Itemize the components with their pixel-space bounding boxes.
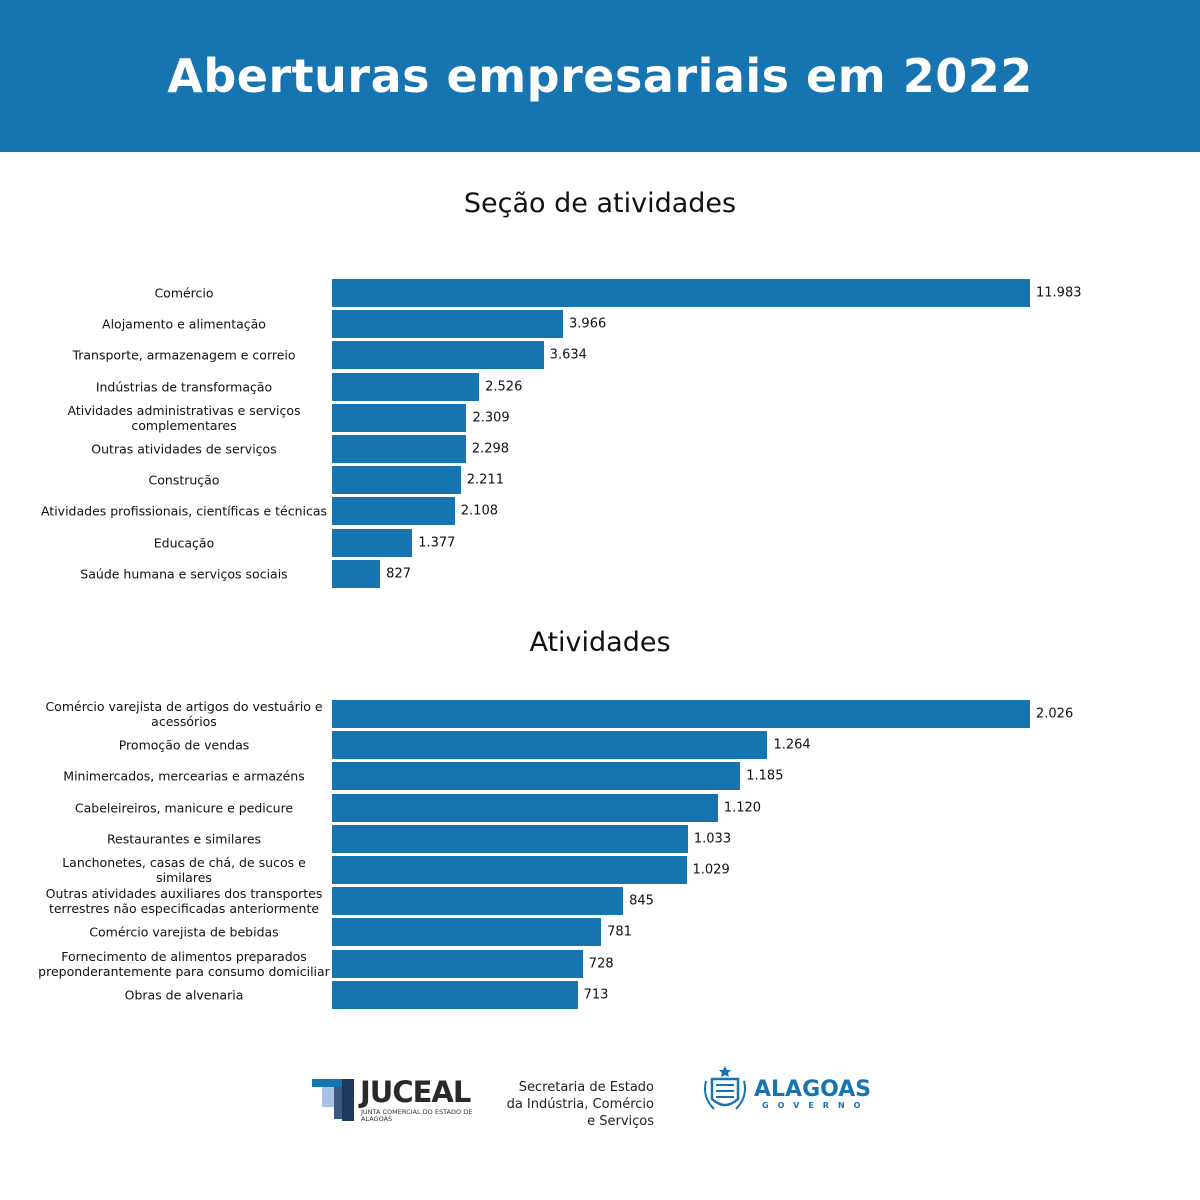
- bar-row: Outras atividades de serviços 2.298: [0, 435, 1200, 463]
- bar: [332, 762, 741, 791]
- header-banner: Aberturas empresariais em 2022: [0, 0, 1200, 152]
- footer-logos: JUCEAL JUNTA COMERCIAL DO ESTADO DE ALAG…: [0, 1065, 1200, 1135]
- alagoas-logo: ALAGOAS GOVERNO: [700, 1065, 880, 1125]
- category-label: Atividades profissionais, científicas e …: [40, 503, 328, 519]
- bar: [332, 918, 602, 947]
- category-label: Construção: [148, 472, 220, 488]
- value-label: 2.526: [485, 379, 523, 395]
- bar: [332, 341, 544, 370]
- value-label: 11.983: [1036, 285, 1082, 301]
- bar-row: Outras atividades auxiliares dos transpo…: [0, 886, 1200, 917]
- category-label: Fornecimento de alimentos preparados pre…: [38, 948, 330, 979]
- value-label: 2.211: [466, 472, 504, 488]
- value-label: 1.264: [773, 737, 811, 753]
- value-label: 845: [629, 893, 654, 909]
- bar: [332, 949, 583, 978]
- category-label: Comércio varejista de artigos do vestuár…: [45, 699, 323, 729]
- bar: [332, 528, 413, 557]
- bar: [332, 372, 480, 401]
- category-label: Obras de alvenaria: [124, 987, 244, 1003]
- value-label: 3.634: [549, 347, 587, 363]
- chart-title-secao: Seção de atividades: [463, 188, 737, 219]
- value-label: 827: [386, 566, 411, 582]
- bar: [332, 887, 624, 916]
- bar: [332, 700, 1030, 728]
- bar-row: Alojamento e alimentação 3.966: [0, 310, 1200, 339]
- bar-row: Atividades profissionais, científicas e …: [0, 497, 1200, 526]
- bar-row: Indústrias de transformação 2.526: [0, 372, 1200, 401]
- bar-row: Atividades administrativas e serviços co…: [0, 402, 1200, 433]
- bar-row: Fornecimento de alimentos preparados pre…: [0, 948, 1200, 979]
- bar-row: Comércio varejista de artigos do vestuár…: [0, 699, 1200, 729]
- bar: [332, 310, 564, 339]
- bar-row: Comércio varejista de bebidas 781: [0, 918, 1200, 947]
- value-label: 1.377: [418, 535, 456, 551]
- bar: [332, 403, 467, 432]
- category-label: Educação: [153, 535, 215, 551]
- bar: [332, 856, 687, 884]
- category-label: Cabeleireiros, manicure e pedicure: [74, 800, 294, 816]
- category-label: Restaurantes e similares: [106, 831, 262, 847]
- value-label: 728: [588, 956, 614, 972]
- bar-row: Obras de alvenaria 713: [0, 980, 1200, 1009]
- value-label: 2.026: [1036, 706, 1074, 722]
- category-label: Alojamento e alimentação: [102, 316, 266, 332]
- bar: [332, 980, 578, 1009]
- bar-row: Cabeleireiros, manicure e pedicure 1.120: [0, 793, 1200, 822]
- bar-row: Saúde humana e serviços sociais 827: [0, 559, 1200, 588]
- bar-row: Educação 1.377: [0, 528, 1200, 557]
- chart-title-atividades: Atividades: [529, 627, 671, 658]
- bar-row: Restaurantes e similares 1.033: [0, 824, 1200, 853]
- category-label: Transporte, armazenagem e correio: [72, 347, 296, 363]
- category-label: Promoção de vendas: [118, 737, 250, 753]
- bar: [332, 824, 688, 853]
- bar-row: Minimercados, mercearias e armazéns 1.185: [0, 762, 1200, 791]
- category-label: Outras atividades auxiliares dos transpo…: [45, 886, 323, 917]
- bar: [332, 435, 466, 463]
- value-label: 2.309: [472, 410, 510, 426]
- category-label: Comércio: [154, 285, 214, 301]
- value-label: 3.966: [569, 316, 607, 332]
- bar: [332, 279, 1030, 307]
- secretaria-text: Secretaria de Estado da Indústria, Comér…: [506, 1080, 654, 1129]
- bar-row: Transporte, armazenagem e correio 3.634: [0, 341, 1200, 370]
- bar-row: Comércio 11.983: [0, 279, 1200, 307]
- value-label: 781: [607, 924, 632, 940]
- bar: [332, 559, 381, 588]
- page-title: Aberturas empresariais em 2022: [167, 49, 1033, 103]
- bar-row: Promoção de vendas 1.264: [0, 731, 1200, 760]
- value-label: 1.120: [723, 800, 762, 816]
- category-label: Minimercados, mercearias e armazéns: [63, 768, 305, 784]
- value-label: 2.298: [471, 441, 510, 457]
- juceal-logo-icon: [312, 1079, 354, 1121]
- category-label: Outras atividades de serviços: [91, 441, 277, 457]
- coat-of-arms-icon: [704, 1066, 746, 1110]
- category-label: Comércio varejista de bebidas: [89, 924, 279, 940]
- category-label: Indústrias de transformação: [95, 379, 273, 395]
- bar: [332, 497, 455, 526]
- category-label: Saúde humana e serviços sociais: [80, 566, 288, 582]
- bar: [332, 731, 768, 760]
- bar-row: Lanchonetes, casas de chá, de sucos e si…: [0, 855, 1200, 885]
- juceal-logo: JUCEAL JUNTA COMERCIAL DO ESTADO DE ALAG…: [312, 1075, 482, 1123]
- value-label: 1.029: [692, 862, 730, 878]
- bar: [332, 466, 461, 495]
- value-label: 1.033: [693, 831, 732, 847]
- value-label: 713: [583, 987, 609, 1003]
- category-label: Atividades administrativas e serviços co…: [67, 402, 301, 433]
- category-label: Lanchonetes, casas de chá, de sucos e si…: [62, 855, 306, 885]
- bar-row: Construção 2.211: [0, 466, 1200, 495]
- value-label: 2.108: [460, 503, 498, 519]
- bar: [332, 793, 718, 822]
- value-label: 1.185: [746, 768, 784, 784]
